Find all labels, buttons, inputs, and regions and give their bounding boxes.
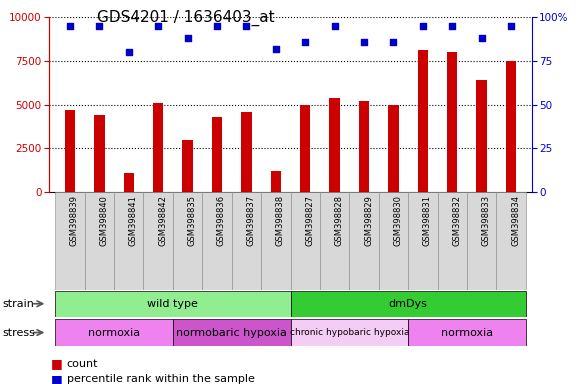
Bar xyxy=(202,192,232,290)
Point xyxy=(95,23,104,29)
Bar xyxy=(290,319,408,346)
Text: stress: stress xyxy=(3,328,36,338)
Point xyxy=(330,23,339,29)
Bar xyxy=(379,192,408,290)
Text: strain: strain xyxy=(3,299,35,309)
Text: normobaric hypoxia: normobaric hypoxia xyxy=(176,328,287,338)
Text: chronic hypobaric hypoxia: chronic hypobaric hypoxia xyxy=(289,328,409,337)
Bar xyxy=(85,192,114,290)
Bar xyxy=(290,192,320,290)
Text: count: count xyxy=(67,359,98,369)
Text: GDS4201 / 1636403_at: GDS4201 / 1636403_at xyxy=(97,10,275,26)
Bar xyxy=(182,139,193,192)
Text: GSM398841: GSM398841 xyxy=(129,195,138,246)
Text: percentile rank within the sample: percentile rank within the sample xyxy=(67,374,254,384)
Bar xyxy=(329,98,340,192)
Bar xyxy=(173,319,290,346)
Text: GSM398827: GSM398827 xyxy=(305,195,314,246)
Bar xyxy=(388,104,399,192)
Point xyxy=(124,49,134,55)
Bar xyxy=(349,192,379,290)
Text: GSM398830: GSM398830 xyxy=(393,195,403,246)
Point xyxy=(507,23,516,29)
Bar xyxy=(65,110,75,192)
Bar xyxy=(290,291,526,317)
Bar xyxy=(408,319,526,346)
Point xyxy=(65,23,74,29)
Bar xyxy=(408,192,437,290)
Bar xyxy=(447,52,457,192)
Bar xyxy=(467,192,496,290)
Text: GSM398832: GSM398832 xyxy=(452,195,461,246)
Point xyxy=(271,46,281,52)
Bar xyxy=(153,103,163,192)
Bar xyxy=(144,192,173,290)
Text: GSM398829: GSM398829 xyxy=(364,195,373,246)
Text: GSM398837: GSM398837 xyxy=(246,195,256,246)
Point xyxy=(477,35,486,41)
Bar xyxy=(476,80,487,192)
Text: ■: ■ xyxy=(51,373,63,384)
Text: GSM398836: GSM398836 xyxy=(217,195,226,246)
Point xyxy=(360,39,369,45)
Text: GSM398838: GSM398838 xyxy=(276,195,285,246)
Point xyxy=(212,23,221,29)
Bar xyxy=(55,192,85,290)
Bar xyxy=(55,319,173,346)
Text: dmDys: dmDys xyxy=(389,299,428,309)
Bar xyxy=(173,192,202,290)
Bar xyxy=(300,104,310,192)
Bar xyxy=(55,291,290,317)
Bar xyxy=(94,115,105,192)
Bar xyxy=(124,173,134,192)
Point xyxy=(389,39,398,45)
Text: ■: ■ xyxy=(51,358,63,371)
Bar xyxy=(271,171,281,192)
Text: normoxia: normoxia xyxy=(88,328,140,338)
Text: GSM398835: GSM398835 xyxy=(188,195,196,246)
Point xyxy=(153,23,163,29)
Bar xyxy=(261,192,290,290)
Text: GSM398834: GSM398834 xyxy=(511,195,520,246)
Point xyxy=(242,23,251,29)
Text: GSM398839: GSM398839 xyxy=(70,195,79,246)
Text: GSM398833: GSM398833 xyxy=(482,195,490,246)
Bar xyxy=(241,112,252,192)
Text: normoxia: normoxia xyxy=(441,328,493,338)
Bar xyxy=(506,61,516,192)
Text: GSM398842: GSM398842 xyxy=(158,195,167,246)
Bar xyxy=(232,192,261,290)
Bar xyxy=(212,117,222,192)
Bar xyxy=(359,101,369,192)
Point xyxy=(183,35,192,41)
Text: GSM398840: GSM398840 xyxy=(99,195,109,246)
Bar xyxy=(320,192,349,290)
Bar xyxy=(437,192,467,290)
Bar xyxy=(496,192,526,290)
Bar xyxy=(418,50,428,192)
Text: GSM398831: GSM398831 xyxy=(423,195,432,246)
Point xyxy=(300,39,310,45)
Text: GSM398828: GSM398828 xyxy=(335,195,343,246)
Point xyxy=(418,23,428,29)
Text: wild type: wild type xyxy=(148,299,198,309)
Bar xyxy=(114,192,144,290)
Point xyxy=(447,23,457,29)
